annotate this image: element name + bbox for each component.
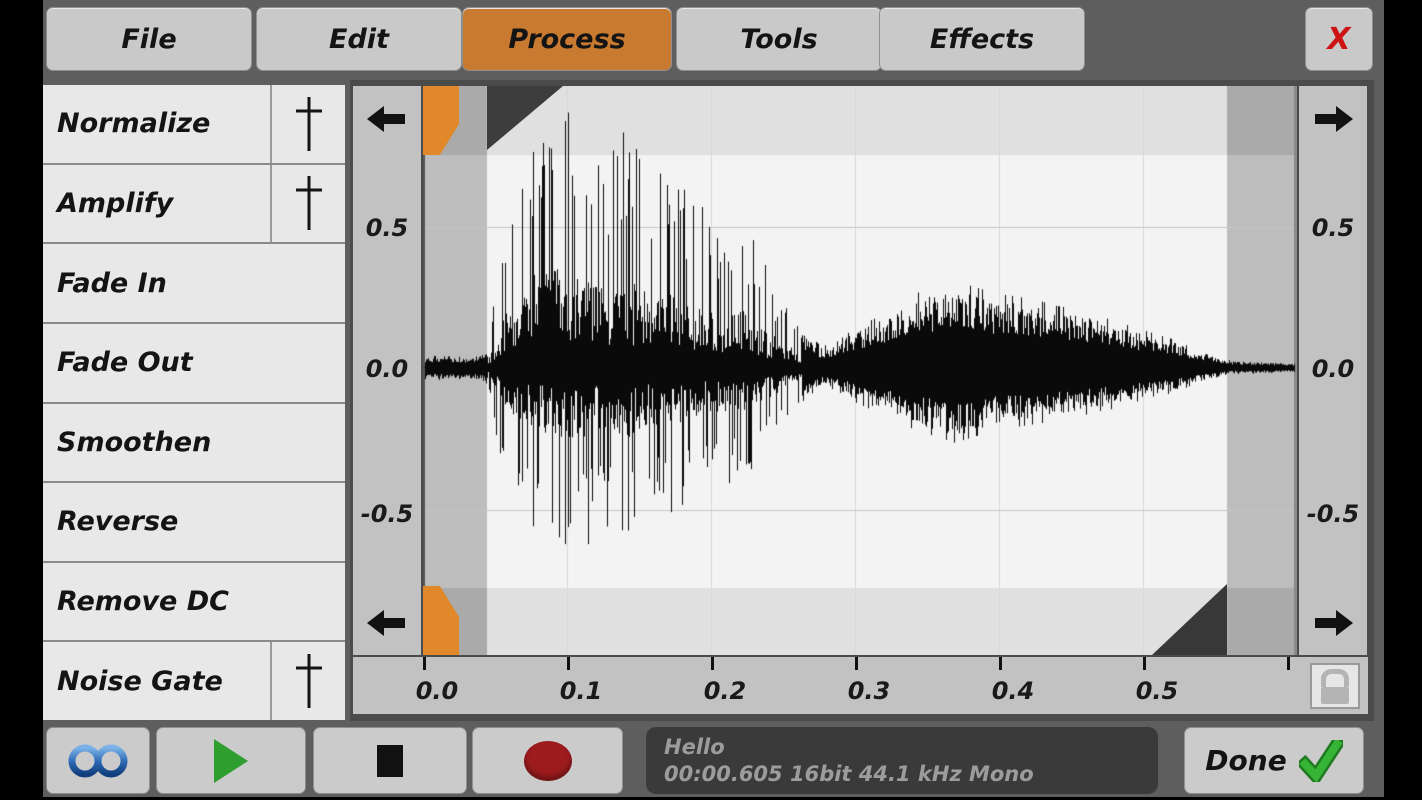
sidebar-item-label: Fade Out: [57, 347, 193, 379]
scroll-right-top-button[interactable]: [1299, 106, 1367, 132]
arrow-right-icon: [1315, 610, 1353, 636]
fader-icon: [295, 96, 322, 151]
menu-tools[interactable]: Tools: [676, 7, 882, 71]
time-axis[interactable]: 0.0 0.1 0.2 0.3 0.4 0.5: [353, 657, 1368, 714]
fader-icon: [295, 176, 322, 231]
file-format-info: 00:00.605 16bit 44.1 kHz Mono: [664, 761, 1034, 786]
close-button[interactable]: X: [1305, 7, 1373, 71]
waveform-editor-panel: 0.5 0.0 -0.5 0.5 0.0 -0.5: [350, 80, 1374, 721]
sidebar-item-label: Fade In: [57, 267, 167, 299]
arrow-right-icon: [1315, 106, 1353, 132]
menu-process[interactable]: Process: [462, 7, 672, 71]
time-label: 0.3: [847, 677, 891, 705]
time-tick: [855, 657, 858, 670]
amplitude-label: 0.5: [365, 214, 409, 242]
normalize-slider-button[interactable]: [270, 85, 345, 163]
left-gutter: 0.5 0.0 -0.5: [353, 86, 421, 655]
amplify-slider-button[interactable]: [270, 164, 345, 243]
done-button[interactable]: Done: [1184, 727, 1364, 794]
amplitude-label: 0.5: [1311, 214, 1355, 242]
time-label: 0.0: [415, 677, 459, 705]
right-gutter: 0.5 0.0 -0.5: [1299, 86, 1367, 655]
scroll-right-bottom-button[interactable]: [1299, 610, 1367, 636]
status-display: Hello 00:00.605 16bit 44.1 kHz Mono: [646, 727, 1158, 794]
scroll-left-top-button[interactable]: [353, 106, 421, 132]
scroll-left-bottom-button[interactable]: [353, 610, 421, 636]
amplitude-label: -0.5: [1306, 500, 1360, 528]
time-tick: [1287, 657, 1290, 670]
stop-icon: [377, 744, 403, 777]
checkmark-icon: [1298, 739, 1343, 782]
time-label: 0.5: [1135, 677, 1179, 705]
sidebar-item-fade-in[interactable]: Fade In: [43, 244, 345, 324]
lock-icon: [1321, 668, 1349, 704]
app-window: File Edit Process Tools Effects X Normal…: [43, 0, 1384, 797]
arrow-left-icon: [367, 106, 405, 132]
time-tick: [711, 657, 714, 670]
sidebar-item-fade-out[interactable]: Fade Out: [43, 324, 345, 404]
sidebar-item-reverse[interactable]: Reverse: [43, 483, 345, 563]
menu-effects[interactable]: Effects: [879, 7, 1085, 71]
sidebar-item-label: Reverse: [57, 506, 179, 538]
infinity-loop-icon: [68, 744, 128, 777]
record-icon: [523, 740, 572, 781]
process-sidebar: Normalize Amplify Fade In Fade Out Smoot…: [43, 85, 345, 720]
play-icon: [214, 738, 248, 783]
file-name: Hello: [664, 734, 725, 759]
sidebar-item-label: Remove DC: [57, 586, 229, 618]
time-tick: [423, 657, 426, 670]
loop-button[interactable]: [46, 727, 150, 794]
done-label: Done: [1205, 744, 1287, 777]
arrow-left-icon: [367, 610, 405, 636]
sidebar-item-label: Noise Gate: [57, 665, 223, 697]
lock-zoom-button[interactable]: [1310, 663, 1360, 709]
fader-icon: [295, 654, 322, 709]
sidebar-item-label: Amplify: [57, 187, 174, 219]
time-tick: [1143, 657, 1146, 670]
amplitude-label: 0.0: [365, 355, 409, 383]
sidebar-item-label: Normalize: [57, 108, 211, 140]
time-label: 0.1: [559, 677, 603, 705]
sidebar-item-label: Smoothen: [57, 426, 212, 458]
waveform-display[interactable]: [423, 86, 1297, 655]
time-tick: [999, 657, 1002, 670]
stop-button[interactable]: [313, 727, 467, 794]
sidebar-item-normalize[interactable]: Normalize: [43, 85, 345, 165]
time-label: 0.4: [991, 677, 1035, 705]
sidebar-item-amplify[interactable]: Amplify: [43, 164, 345, 245]
amplitude-label: 0.0: [1311, 355, 1355, 383]
time-tick: [567, 657, 570, 670]
sidebar-item-smoothen[interactable]: Smoothen: [43, 404, 345, 484]
time-label: 0.2: [703, 677, 747, 705]
menu-file[interactable]: File: [46, 7, 252, 71]
record-button[interactable]: [472, 727, 623, 794]
sidebar-item-remove-dc[interactable]: Remove DC: [43, 563, 345, 643]
play-button[interactable]: [156, 727, 306, 794]
amplitude-label: -0.5: [360, 500, 414, 528]
sidebar-item-noise-gate[interactable]: Noise Gate: [43, 642, 345, 720]
noise-gate-slider-button[interactable]: [270, 642, 345, 720]
menu-edit[interactable]: Edit: [256, 7, 462, 71]
